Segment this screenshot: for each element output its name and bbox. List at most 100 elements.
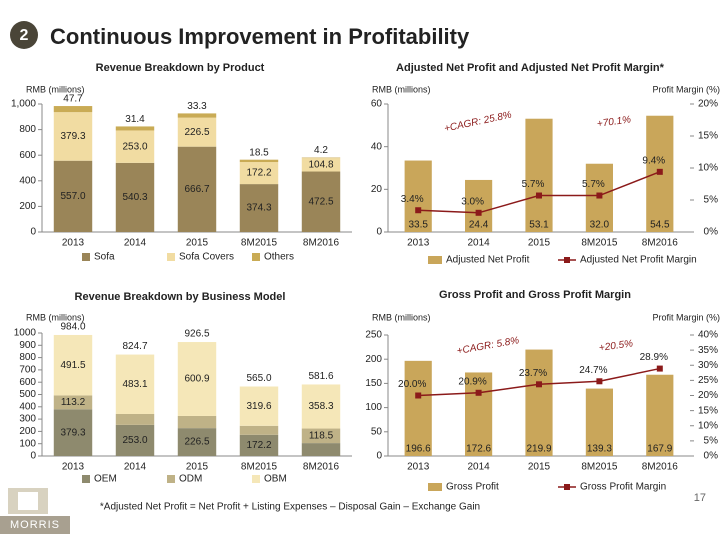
legend-label: Sofa Covers [179, 252, 234, 263]
value-label: 118.5 [309, 430, 334, 441]
margin-marker [415, 207, 422, 214]
value-label: 54.5 [650, 220, 670, 231]
x-tick-label: 2013 [62, 238, 85, 249]
chart-title: Adjusted Net Profit and Adjusted Net Pro… [396, 62, 665, 74]
y2-tick-label: 15% [698, 405, 718, 416]
y-tick-label: 200 [365, 354, 382, 365]
x-tick-label: 2014 [124, 462, 147, 473]
x-tick-label: 8M2016 [642, 462, 679, 473]
bar [404, 360, 432, 456]
y2-tick-label: 0% [704, 451, 719, 462]
total-label: 565.0 [246, 373, 271, 384]
value-label: 167.9 [647, 444, 672, 455]
bar-segment [301, 158, 341, 172]
y-tick-label: 0 [30, 227, 36, 238]
value-label: 358.3 [308, 401, 333, 412]
y-tick-label: 100 [19, 438, 36, 449]
bar [525, 349, 553, 456]
y-tick-label: 100 [365, 402, 382, 413]
chart-title: Revenue Breakdown by Product [96, 62, 265, 74]
bar-segment [53, 106, 93, 113]
x-tick-label: 8M2016 [303, 462, 340, 473]
bar-segment [239, 162, 279, 185]
margin-marker [596, 378, 603, 385]
margin-marker [415, 392, 422, 399]
legend-swatch [167, 475, 175, 483]
bar-segment [301, 171, 341, 232]
value-label: 379.3 [60, 427, 85, 438]
total-label: 984.0 [60, 322, 85, 333]
margin-label: 3.4% [401, 194, 424, 205]
x-tick-label: 2014 [124, 238, 147, 249]
bar-segment [301, 157, 341, 159]
value-label: 219.9 [526, 444, 551, 455]
bar-segment [115, 162, 155, 232]
legend-swatch [82, 475, 90, 483]
bar-segment [239, 159, 279, 163]
y2-tick-label: 40% [698, 330, 718, 341]
bar-segment [177, 428, 217, 456]
bar [404, 160, 432, 232]
x-tick-label: 2015 [528, 238, 551, 249]
y-tick-label: 500 [19, 389, 36, 400]
x-tick-label: 2014 [467, 462, 490, 473]
y2-axis-label: Profit Margin (%) [652, 312, 720, 322]
margin-marker [536, 192, 542, 199]
x-tick-label: 2013 [62, 462, 85, 473]
bar-segment [53, 334, 93, 396]
bar [585, 388, 613, 456]
value-label: 600.9 [184, 374, 209, 385]
x-tick-label: 8M2015 [581, 238, 618, 249]
bar-segment [177, 117, 217, 147]
y-tick-label: 800 [19, 124, 36, 135]
value-label: 172.2 [246, 440, 271, 451]
y-tick-label: 1000 [14, 328, 37, 339]
annotation: +20.5% [598, 338, 633, 354]
total-label: 926.5 [184, 329, 209, 340]
y-tick-label: 20 [371, 184, 383, 195]
y2-tick-label: 20% [698, 99, 718, 110]
y2-tick-label: 0% [704, 227, 719, 238]
bar-segment [115, 424, 155, 456]
bar-segment [177, 113, 217, 118]
value-label: 113.2 [61, 397, 86, 408]
total-label: 824.7 [122, 341, 147, 352]
y2-tick-label: 10% [698, 420, 718, 431]
value-label: 172.2 [246, 168, 271, 179]
bar-segment [115, 354, 155, 414]
value-label: 540.3 [122, 192, 147, 203]
x-tick-label: 8M2016 [642, 238, 679, 249]
value-label: 31.4 [125, 114, 145, 125]
logo-text: MORRIS [10, 519, 60, 531]
y-tick-label: 50 [371, 426, 383, 437]
x-tick-label: 2014 [467, 238, 490, 249]
margin-label: 24.7% [579, 365, 607, 376]
value-label: 253.0 [122, 435, 147, 446]
value-label: 666.7 [184, 184, 209, 195]
legend-label: Adjusted Net Profit [446, 255, 530, 266]
bar [465, 179, 493, 232]
bar-segment [239, 425, 279, 435]
bar-segment [53, 395, 93, 410]
legend-swatch [428, 256, 442, 264]
y-tick-label: 400 [19, 401, 36, 412]
bar-segment [301, 443, 341, 456]
bar-segment [53, 409, 93, 456]
margin-marker [596, 192, 603, 199]
value-label: 47.7 [63, 94, 83, 105]
y-axis-label: RMB (millions) [26, 312, 85, 322]
value-label: 172.6 [466, 444, 491, 455]
value-label: 374.3 [246, 203, 271, 214]
y2-tick-label: 5% [704, 195, 719, 206]
margin-marker [656, 168, 663, 175]
bar-segment [239, 184, 279, 232]
value-label: 226.5 [184, 437, 209, 448]
legend-marker [564, 484, 570, 490]
value-label: 379.3 [60, 131, 85, 142]
value-label: 472.5 [308, 196, 333, 207]
bar-segment [177, 342, 217, 416]
y-tick-label: 0 [376, 227, 382, 238]
legend-label: Adjusted Net Profit Margin [580, 255, 697, 266]
legend-label: ODM [179, 474, 202, 485]
legend-swatch [252, 253, 260, 261]
